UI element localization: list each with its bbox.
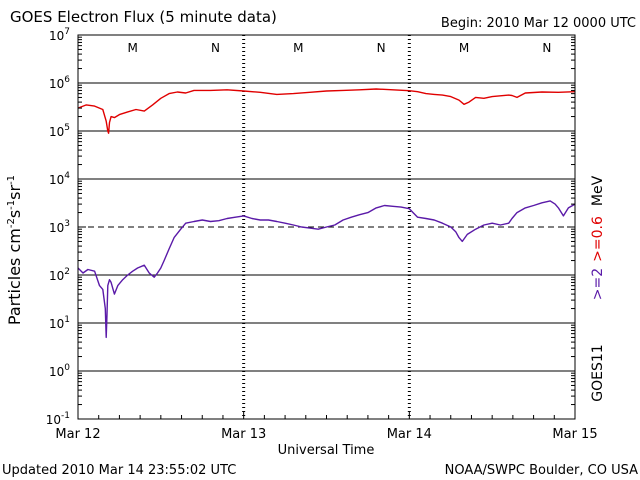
y-axis-label-exp2: -1 [6, 200, 17, 210]
legend-ge06: >=0.6 [590, 216, 606, 262]
y-tick-base: 10 [49, 317, 64, 331]
x-tick-label: Mar 14 [387, 427, 432, 442]
mn-marker: N [542, 41, 551, 55]
y-axis-label-exp3: -1 [6, 175, 17, 185]
x-axis-label: Universal Time [278, 443, 375, 458]
energy-legend: >=2 >=0.6 MeV [590, 175, 606, 300]
begin-time-label: Begin: 2010 Mar 12 0000 UTC [441, 16, 636, 31]
y-tick-label: 105 [49, 123, 70, 139]
y-tick-base: 10 [49, 221, 64, 235]
y-tick-label: 102 [49, 267, 70, 283]
y-tick-exponent: 3 [64, 219, 70, 229]
updated-timestamp: Updated 2010 Mar 14 23:55:02 UTC [2, 463, 236, 478]
y-tick-label: 104 [49, 171, 70, 187]
y-axis-label-mid2: sr [5, 185, 24, 200]
y-tick-base: 10 [46, 413, 61, 427]
y-tick-base: 10 [49, 365, 64, 379]
x-tick-label: Mar 12 [55, 427, 100, 442]
x-tick-label: Mar 13 [221, 427, 266, 442]
x-axis-ticks: Mar 12 Mar 13 Mar 14 Mar 15 [55, 411, 598, 442]
chart-title: GOES Electron Flux (5 minute data) [10, 8, 277, 26]
mn-marker: M [293, 41, 303, 55]
y-axis-label-mid1: s [5, 210, 24, 218]
series-line [77, 88, 576, 134]
mn-marker: M [459, 41, 469, 55]
grid-lines [78, 82, 575, 372]
y-tick-label: 101 [49, 315, 70, 331]
mn-marker: N [377, 41, 386, 55]
y-tick-exponent: 4 [64, 171, 70, 181]
y-tick-exponent: 7 [64, 27, 70, 37]
y-tick-label: 103 [49, 219, 70, 235]
mn-marker: N [211, 41, 220, 55]
y-tick-base: 10 [49, 173, 64, 187]
y-tick-base: 10 [49, 269, 64, 283]
y-axis-label-exp1: -2 [6, 218, 17, 228]
y-tick-label: 10-1 [46, 411, 70, 427]
y-tick-label: 106 [49, 75, 70, 91]
mn-marker: M [127, 41, 137, 55]
y-tick-exponent: 5 [64, 123, 70, 133]
y-tick-label: 100 [49, 363, 70, 379]
y-tick-base: 10 [49, 125, 64, 139]
y-tick-base: 10 [49, 77, 64, 91]
y-axis-label-base: Particles cm [5, 228, 24, 325]
y-tick-exponent: -1 [61, 411, 70, 421]
y-axis-label: Particles cm-2s-1sr-1 [5, 175, 24, 325]
y-tick-exponent: 2 [64, 267, 70, 277]
source-credit: NOAA/SWPC Boulder, CO USA [445, 463, 638, 478]
y-tick-label: 107 [49, 27, 70, 43]
x-tick-label: Mar 15 [552, 427, 597, 442]
y-tick-exponent: 0 [64, 363, 70, 373]
satellite-label: GOES11 [590, 344, 606, 401]
day-separators [242, 35, 411, 419]
y-tick-base: 10 [49, 29, 64, 43]
y-tick-exponent: 1 [64, 315, 70, 325]
legend-mev: MeV [590, 175, 606, 206]
series-line [77, 200, 576, 339]
legend-ge2: >=2 [590, 268, 606, 300]
data-series [77, 88, 576, 339]
y-tick-exponent: 6 [64, 75, 70, 85]
